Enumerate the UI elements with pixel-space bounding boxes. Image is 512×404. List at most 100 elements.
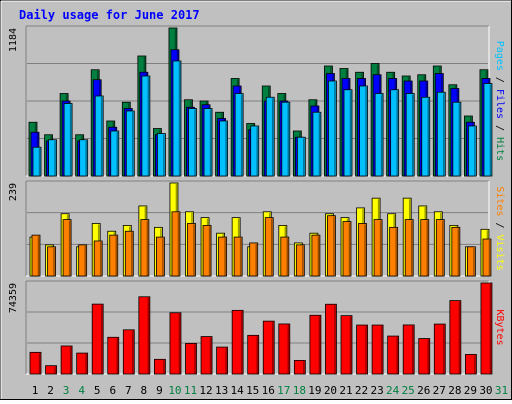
pages-bar-fill (79, 139, 89, 177)
pages-bar (359, 85, 368, 177)
pages-bar (296, 136, 306, 177)
kbytes-bar-fill (449, 300, 462, 375)
sites-bar-fill (373, 219, 383, 277)
kbytes-bar (29, 351, 42, 375)
day-label: 23 (370, 384, 383, 397)
pages-bar-fill (141, 75, 151, 177)
sites-bar-fill (62, 219, 72, 277)
day-label: 24 (386, 384, 400, 397)
pages-bar (219, 120, 229, 177)
day-label: 20 (324, 384, 337, 397)
sites-bar (264, 217, 274, 277)
kbytes-bar (138, 296, 151, 375)
kbytes-bar-fill (418, 338, 431, 375)
sites-bar-fill (249, 242, 259, 277)
sites-bar (78, 244, 88, 277)
kbytes-bar (200, 336, 213, 375)
sites-bar-fill (451, 226, 461, 277)
sites-bar-fill (327, 215, 336, 277)
kbytes-bar (153, 358, 166, 375)
kbytes-bar (45, 365, 57, 375)
kbytes-bar-fill (387, 335, 400, 375)
day-label: 2 (47, 384, 54, 397)
pages-bar (94, 95, 104, 177)
kbytes-bar-fill (122, 329, 135, 375)
sites-bar-fill (295, 244, 305, 277)
series-axis-label: KBytes (494, 309, 505, 345)
day-label: 16 (262, 384, 275, 397)
pages-bar-fill (328, 80, 337, 177)
kbytes-bar (480, 282, 493, 375)
sites-bar (404, 219, 414, 277)
kbytes-bar-fill (138, 296, 151, 375)
pages-bar-fill (467, 125, 477, 177)
sites-bar-fill (233, 236, 243, 277)
kbytes-bar-fill (340, 315, 353, 375)
sites-bar (435, 219, 445, 277)
axis-label-part: Files (494, 89, 505, 119)
kbytes-bar (247, 334, 260, 375)
day-label: 22 (355, 384, 368, 397)
sites-bar-fill (482, 238, 492, 277)
kbytes-bar (464, 354, 477, 375)
axis-label-part: / (494, 216, 505, 234)
sites-bar-fill (358, 223, 367, 277)
pages-bar (32, 146, 42, 177)
pages-bar-fill (234, 93, 244, 177)
kbytes-bar-fill (293, 360, 306, 375)
kbytes-bar (387, 335, 400, 375)
day-label: 27 (433, 384, 446, 397)
sites-bar-fill (124, 230, 134, 277)
kbytes-panel: 74359 KBytes (8, 280, 505, 375)
sites-bar (233, 236, 243, 277)
axis-label-part: / (494, 119, 505, 137)
kbytes-bar (169, 312, 182, 375)
day-label: 10 (168, 384, 181, 397)
sites-bar (311, 234, 321, 277)
kbytes-bar-fill (169, 312, 182, 375)
kbytes-bar-fill (153, 358, 166, 375)
day-label: 8 (141, 384, 148, 397)
pages-bar-fill (63, 103, 73, 177)
day-label: 26 (417, 384, 430, 397)
pages-bar-fill (343, 89, 353, 177)
kbytes-bar (433, 323, 446, 375)
axis-label-part: Visits (494, 235, 505, 271)
sites-bar (155, 236, 165, 277)
sites-bar (280, 236, 290, 277)
kbytes-bar-fill (60, 345, 73, 375)
pages-bar (250, 125, 260, 177)
day-label: 31 (495, 384, 508, 397)
sites-bar-fill (264, 217, 274, 277)
pages-bar-fill (188, 108, 197, 177)
y-max-label: 74359 (8, 283, 19, 313)
sites-bar-fill (389, 226, 399, 277)
sites-bar-fill (311, 234, 321, 277)
sites-bar-fill (109, 234, 119, 277)
day-label: 1 (32, 384, 39, 397)
kbytes-bar-fill (480, 282, 493, 375)
kbytes-bar-fill (325, 303, 337, 375)
kbytes-bar-fill (278, 323, 291, 375)
pages-bar (63, 103, 73, 177)
kbytes-bar-fill (29, 351, 42, 375)
kbytes-bar (76, 352, 89, 375)
day-label: 12 (199, 384, 212, 397)
kbytes-bar-fill (231, 309, 244, 375)
day-label: 28 (448, 384, 461, 397)
pages-bar-fill (421, 96, 431, 177)
pages-bar (188, 108, 197, 177)
kbytes-bar-fill (216, 346, 229, 375)
hits-files-pages-panel: 1184 Pages / Files / Hits (8, 25, 505, 177)
pages-bar (467, 125, 477, 177)
kbytes-bar (340, 315, 353, 375)
kbytes-bar-fill (309, 314, 322, 375)
pages-bar-fill (374, 93, 384, 177)
sites-bar-fill (78, 244, 88, 277)
kbytes-bar (107, 336, 120, 375)
kbytes-bar (216, 346, 229, 375)
kbytes-bar (262, 320, 275, 375)
pages-bar-fill (250, 125, 260, 177)
axis-label-part: / (494, 71, 505, 89)
